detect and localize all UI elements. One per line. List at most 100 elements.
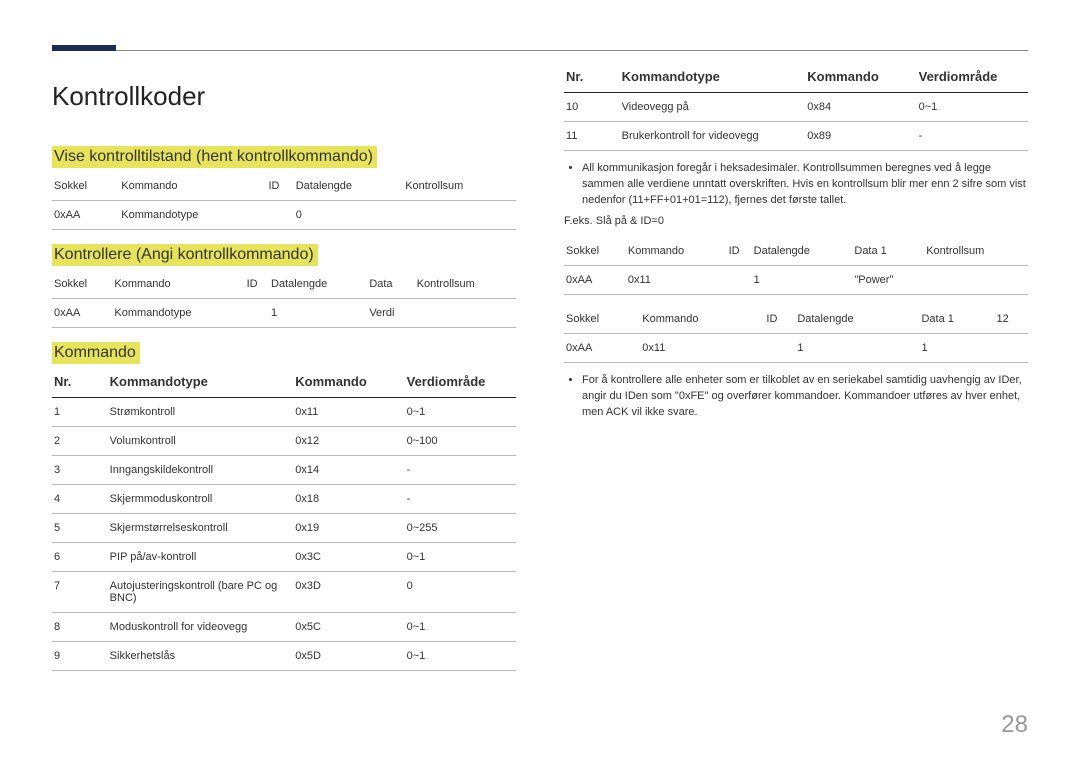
td: [995, 333, 1029, 362]
th: Kontrollsum: [415, 270, 516, 299]
td: 0: [405, 572, 516, 613]
command-table-a: Nr. Kommandotype Kommando Verdiområde 1S…: [52, 368, 516, 671]
example-label: F.eks. Slå på & ID=0: [564, 215, 1028, 227]
td: 0~1: [405, 613, 516, 642]
td: -: [405, 485, 516, 514]
td: Skjermstørrelseskontroll: [108, 514, 294, 543]
td: 1: [52, 398, 108, 427]
th: Kommando: [112, 270, 244, 299]
note-list-1: All kommunikasjon foregår i heksadesimal…: [564, 161, 1028, 209]
th: Kommando: [640, 305, 764, 334]
td: 4: [52, 485, 108, 514]
section1-table: Sokkel Kommando ID Datalengde Kontrollsu…: [52, 172, 516, 230]
th: Sokkel: [564, 305, 640, 334]
note-item: All kommunikasjon foregår i heksadesimal…: [582, 161, 1028, 209]
td: 0x11: [293, 398, 404, 427]
td: 0x19: [293, 514, 404, 543]
th: 12: [995, 305, 1029, 334]
td: 0xAA: [564, 333, 640, 362]
th: ID: [245, 270, 269, 299]
td: 0~100: [405, 427, 516, 456]
th: Data: [367, 270, 414, 299]
th: Datalengde: [294, 172, 404, 201]
th: Kommando: [805, 63, 916, 93]
td: 1: [269, 299, 367, 328]
td: 0xAA: [52, 299, 112, 328]
td: 0x89: [805, 122, 916, 151]
td: Moduskontroll for videovegg: [108, 613, 294, 642]
command-heading: Kommando: [52, 342, 140, 364]
th: Verdiområde: [917, 63, 1028, 93]
th: Kontrollsum: [403, 172, 516, 201]
th: Data 1: [919, 305, 994, 334]
td: 0x5D: [293, 642, 404, 671]
td: [415, 299, 516, 328]
td: [403, 201, 516, 230]
td: 10: [564, 93, 620, 122]
td: 0~1: [405, 642, 516, 671]
td: Volumkontroll: [108, 427, 294, 456]
th: Datalengde: [269, 270, 367, 299]
td: 7: [52, 572, 108, 613]
command-table-b: Nr. Kommandotype Kommando Verdiområde 10…: [564, 63, 1028, 151]
td: 0x3D: [293, 572, 404, 613]
td: 0x18: [293, 485, 404, 514]
td: 5: [52, 514, 108, 543]
td: 0x84: [805, 93, 916, 122]
th: Datalengde: [752, 237, 853, 266]
th: Verdiområde: [405, 368, 516, 398]
section1-heading: Vise kontrolltilstand (hent kontrollkomm…: [52, 146, 377, 168]
th: Kommandotype: [620, 63, 806, 93]
td: Verdi: [367, 299, 414, 328]
th: Kommando: [626, 237, 727, 266]
td: Brukerkontroll for videovegg: [620, 122, 806, 151]
left-column: Kontrollkoder Vise kontrolltilstand (hen…: [52, 63, 516, 671]
td: [266, 201, 293, 230]
td: Kommandotype: [119, 201, 266, 230]
td: 11: [564, 122, 620, 151]
content-columns: Kontrollkoder Vise kontrolltilstand (hen…: [52, 63, 1028, 671]
th: ID: [727, 237, 752, 266]
th: ID: [764, 305, 795, 334]
td: 0x12: [293, 427, 404, 456]
top-rule: [52, 50, 1028, 51]
td: -: [405, 456, 516, 485]
th: ID: [266, 172, 293, 201]
td: [727, 265, 752, 294]
example-table-1: Sokkel Kommando ID Datalengde Data 1 Kon…: [564, 237, 1028, 295]
td: [764, 333, 795, 362]
td: 3: [52, 456, 108, 485]
td: 2: [52, 427, 108, 456]
td: 0x11: [640, 333, 764, 362]
td: 1: [795, 333, 919, 362]
th: Data 1: [852, 237, 924, 266]
td: Autojusteringskontroll (bare PC og BNC): [108, 572, 294, 613]
td: 0~1: [405, 543, 516, 572]
td: Strømkontroll: [108, 398, 294, 427]
td: 0x11: [626, 265, 727, 294]
td: 0x14: [293, 456, 404, 485]
example-table-2: Sokkel Kommando ID Datalengde Data 1 12 …: [564, 305, 1028, 363]
th: Kommando: [119, 172, 266, 201]
td: 0xAA: [52, 201, 119, 230]
td: "Power": [852, 265, 924, 294]
th: Nr.: [52, 368, 108, 398]
td: 1: [752, 265, 853, 294]
td: 9: [52, 642, 108, 671]
th: Sokkel: [564, 237, 626, 266]
th: Sokkel: [52, 270, 112, 299]
page-title: Kontrollkoder: [52, 81, 516, 112]
th: Kontrollsum: [924, 237, 1028, 266]
th: Datalengde: [795, 305, 919, 334]
td: Videovegg på: [620, 93, 806, 122]
section2-heading: Kontrollere (Angi kontrollkommando): [52, 244, 318, 266]
td: Sikkerhetslås: [108, 642, 294, 671]
td: 6: [52, 543, 108, 572]
td: PIP på/av-kontroll: [108, 543, 294, 572]
note-list-2: For å kontrollere alle enheter som er ti…: [564, 373, 1028, 421]
th: Kommandotype: [108, 368, 294, 398]
note-item: For å kontrollere alle enheter som er ti…: [582, 373, 1028, 421]
td: -: [917, 122, 1028, 151]
td: [245, 299, 269, 328]
td: 0~1: [405, 398, 516, 427]
